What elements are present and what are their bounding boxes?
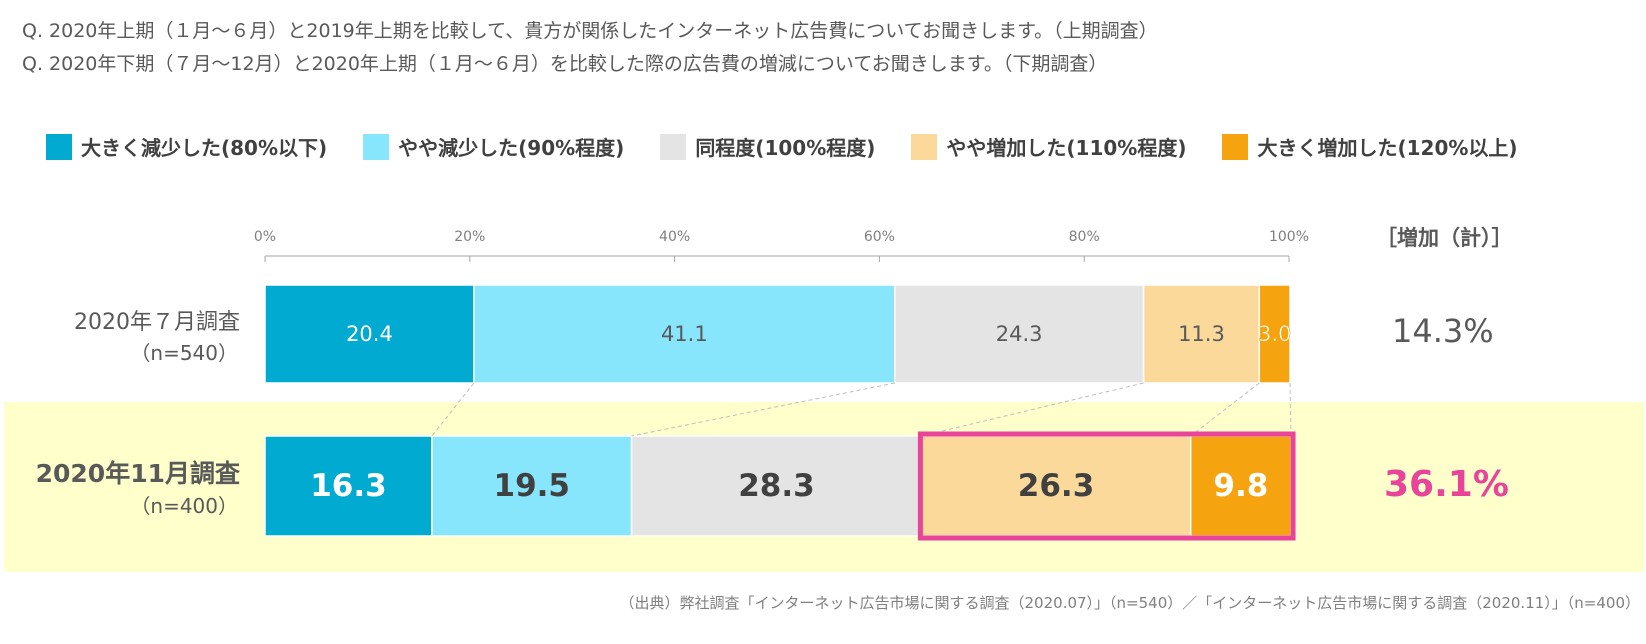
legend-swatch — [1222, 133, 1249, 160]
bar-segment — [894, 284, 1145, 384]
bar-segment — [431, 435, 633, 537]
data-label: 24.3 — [996, 322, 1043, 346]
bar-segment — [1189, 435, 1292, 537]
legend-swatch — [911, 133, 938, 160]
connector-line — [1289, 382, 1292, 437]
row-sublabel-november: （n=400） — [130, 494, 238, 518]
x-tick-label: 40% — [659, 229, 690, 245]
x-tick-label: 80% — [1069, 229, 1100, 245]
legend-swatch — [363, 133, 390, 160]
data-label: 28.3 — [738, 468, 815, 504]
bar-segment — [1142, 284, 1261, 384]
x-tick-label: 60% — [864, 229, 895, 245]
question-2: Q. 2020年下期（７月～12月）と2020年上期（１月～６月）を比較した際の… — [22, 53, 1108, 75]
x-tick-label: 100% — [1269, 229, 1309, 245]
connector-line — [631, 382, 895, 437]
legend-swatch — [660, 133, 687, 160]
connector-line — [431, 382, 475, 437]
data-label: 26.3 — [1018, 468, 1095, 504]
legend-label: 大きく減少した(80%以下) — [81, 136, 328, 160]
question-1: Q. 2020年上期（１月～６月）と2019年上期を比較して、貴方が関係したイン… — [22, 20, 1158, 42]
source-note: （出典）弊社調査「インターネット広告市場に関する調査（2020.07）」（n=5… — [619, 594, 1640, 612]
legend-label: 同程度(100%程度) — [695, 136, 876, 160]
data-label: 11.3 — [1178, 322, 1225, 346]
legend-label: 大きく増加した(120%以上) — [1257, 136, 1518, 160]
legend-label: やや減少した(90%程度) — [398, 136, 625, 160]
data-label: 16.3 — [310, 468, 387, 504]
legend-item-4: 大きく増加した(120%以上) — [1222, 132, 1518, 161]
bar-segment — [264, 284, 475, 384]
data-label: 20.4 — [346, 322, 393, 346]
legend-label: やや増加した(110%程度) — [946, 136, 1187, 160]
legend-item-1: やや減少した(90%程度) — [363, 132, 624, 161]
bar-segment — [1258, 284, 1291, 384]
row-label-november: 2020年11月調査 — [35, 459, 240, 488]
increase-total-july: 14.3% — [1392, 312, 1494, 350]
highlight-box — [917, 431, 1296, 541]
legend-item-3: やや増加した(110%程度) — [911, 132, 1186, 161]
connector-line — [1190, 382, 1260, 437]
data-label: 3.0 — [1258, 322, 1291, 346]
legend-swatch — [46, 133, 72, 160]
bar-segment — [264, 435, 433, 537]
x-tick-label: 0% — [254, 229, 276, 245]
x-tick-label: 20% — [454, 229, 485, 245]
increase-total-november: 36.1% — [1384, 464, 1509, 505]
bar-segment — [630, 435, 923, 537]
connector-line — [921, 382, 1144, 437]
data-label: 19.5 — [494, 468, 571, 504]
legend-item-2: 同程度(100%程度) — [660, 132, 875, 161]
bar-segment — [473, 284, 896, 384]
row-sublabel-july: （n=540） — [130, 341, 238, 365]
legend: 大きく減少した(80%以下) やや減少した(90%程度) 同程度(100%程度) やや… — [46, 132, 1554, 161]
legend-item-0: 大きく減少した(80%以下) — [46, 132, 327, 161]
row-label-july: 2020年７月調査 — [74, 310, 240, 335]
data-label: 9.8 — [1213, 468, 1268, 504]
data-label: 41.1 — [661, 322, 708, 346]
increase-total-header: ［増加（計）］ — [1376, 226, 1513, 250]
